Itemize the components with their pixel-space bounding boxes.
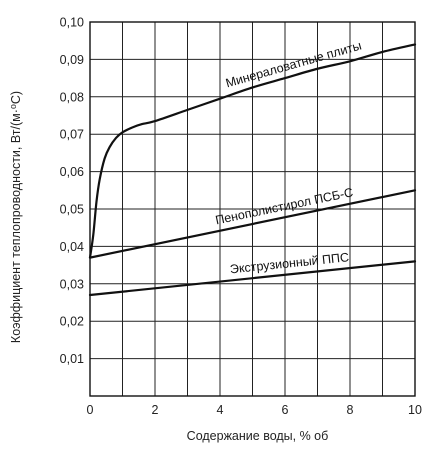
y-tick-label: 0,01 [60,352,84,366]
y-axis-title: Коэффициент теплопроводности, Вт/(м·⁰С) [9,91,23,343]
x-axis-title: Содержание воды, % об [187,429,329,443]
y-tick-label: 0,08 [60,90,84,104]
series-label: Минераловатные плиты [224,39,363,91]
y-tick-label: 0,07 [60,128,84,142]
y-tick-label: 0,09 [60,53,84,67]
x-tick-label: 10 [408,403,422,417]
plot-border [89,21,416,397]
plot-frame [89,21,416,397]
series-lines [88,43,417,297]
y-tick-label: 0,02 [60,315,84,329]
series-line [88,43,417,259]
x-tick-label: 2 [152,403,159,417]
y-tick-label: 0,05 [60,203,84,217]
tick-labels: 0 2 4 6 8 10 0,01 0,02 0,03 0,04 0,05 0,06 0,07 0,08 0… [60,16,422,418]
x-tick-label: 4 [217,403,224,417]
y-tick-label: 0,10 [60,16,84,30]
y-tick-label: 0,03 [60,277,84,291]
series-line [88,260,417,297]
y-tick-label: 0,06 [60,165,84,179]
x-tick-label: 8 [347,403,354,417]
x-tick-label: 6 [282,403,289,417]
x-tick-label: 0 [87,403,94,417]
series-label: Экструзионный ППС [229,250,349,276]
y-tick-label: 0,04 [60,240,84,254]
series-line [88,189,417,259]
